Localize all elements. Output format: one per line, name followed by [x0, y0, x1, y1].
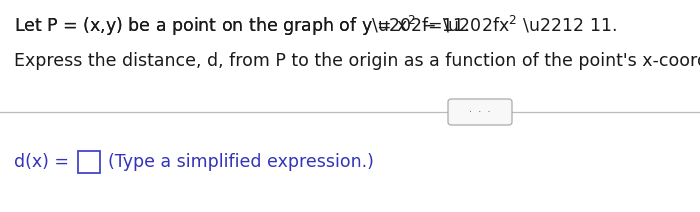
FancyBboxPatch shape — [448, 99, 512, 125]
FancyBboxPatch shape — [78, 151, 100, 173]
Text: ·  ·  ·: · · · — [469, 107, 491, 117]
Text: Let P = (x,y) be a point on the graph of y\u202f=\u202fx$^{2}$ \u2212 11.: Let P = (x,y) be a point on the graph of… — [14, 14, 617, 38]
Text: d(x) =: d(x) = — [14, 153, 74, 171]
Text: Let P = (x,y) be a point on the graph of y = x$^{2}$ $-$ 11.: Let P = (x,y) be a point on the graph of… — [14, 14, 469, 38]
Text: Express the distance, d, from P to the origin as a function of the point's x-coo: Express the distance, d, from P to the o… — [14, 52, 700, 70]
Text: (Type a simplified expression.): (Type a simplified expression.) — [108, 153, 374, 171]
